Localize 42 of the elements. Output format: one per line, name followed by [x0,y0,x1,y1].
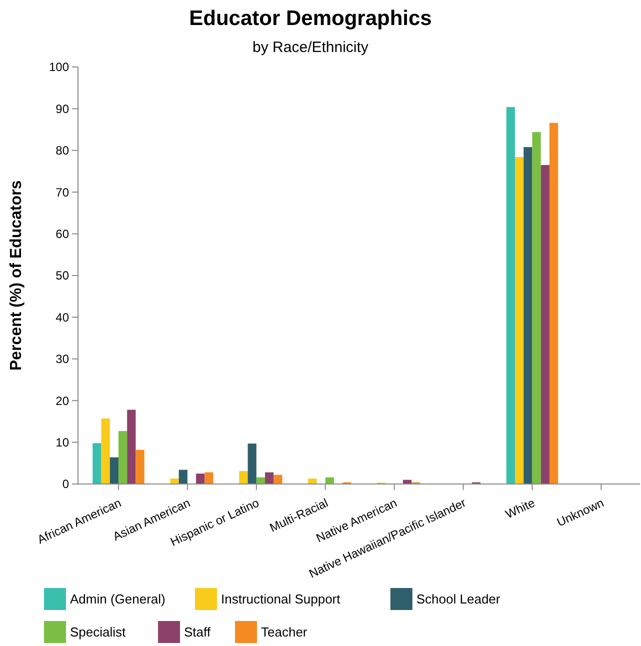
bar [92,443,102,484]
y-tick-label: 30 [56,352,70,366]
bar [506,107,515,484]
bar [170,478,179,484]
bar [178,470,188,484]
bar [532,132,541,484]
legend-label: School Leader [416,592,501,607]
y-tick-label: 100 [48,60,70,74]
y-tick-label: 70 [56,185,70,200]
y-tick-label: 0 [62,477,70,492]
legend-label: Staff [184,624,211,640]
bar [248,444,256,484]
y-axis-title: Percent (%) of Educators [8,180,25,371]
y-tick-label: 90 [56,102,70,116]
bar [118,431,128,484]
bar [127,410,136,484]
bar [101,418,110,484]
bar [204,472,214,484]
y-tick-label: 80 [56,144,70,158]
y-tick-label: 10 [56,436,70,450]
bar [274,474,282,484]
bar [136,450,144,484]
bar [549,122,558,484]
x-tick-label: White [503,496,538,522]
bar [540,164,550,484]
bar [110,457,118,484]
bar [196,474,205,484]
legend-label: Instructional Support [221,592,341,607]
bar [524,147,532,484]
y-tick-label: 20 [56,394,70,408]
legend-label: Teacher [261,624,308,640]
legend-label: Admin (General) [70,592,166,607]
bar [514,157,524,484]
bar [265,472,274,484]
y-tick-label: 40 [56,310,70,324]
legend-label: Specialist [70,624,126,640]
y-tick-label: 50 [56,268,70,283]
y-tick-label: 60 [56,227,70,241]
bar [308,478,317,484]
chart-title: Educator Demographics [189,7,432,30]
chart-subtitle: by Race/Ethnicity [252,39,369,56]
bar [239,471,248,484]
